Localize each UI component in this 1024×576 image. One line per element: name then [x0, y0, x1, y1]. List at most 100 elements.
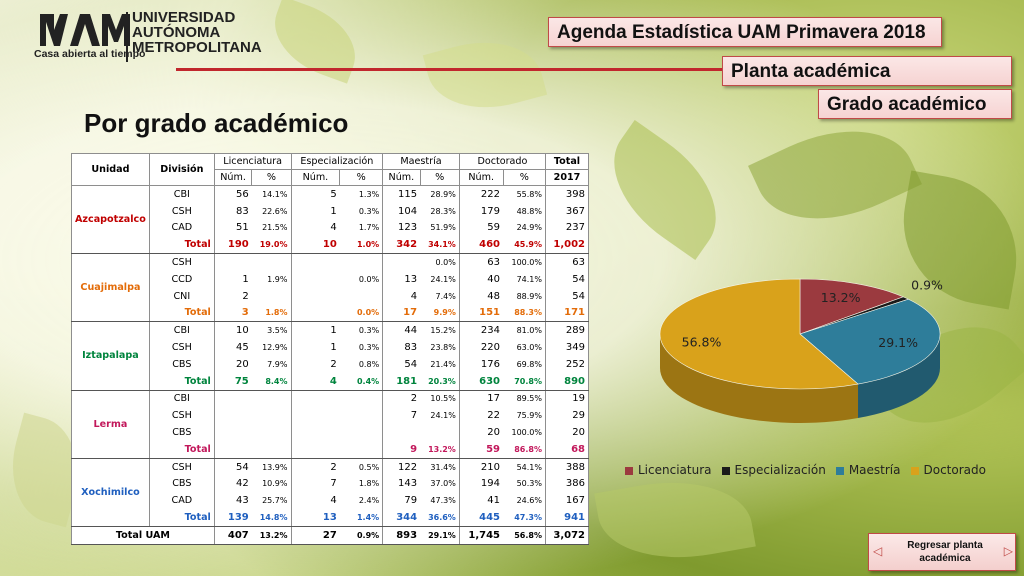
table-row: CSH 7 24.1% 22 75.9% 29 [72, 407, 589, 425]
lic-num-cell: 45 [213, 339, 252, 356]
mae-pct-cell: 29.1% [420, 525, 460, 545]
table-row: CBS 20 7.9% 2 0.8% 54 21.4% 176 69.8% 252 [72, 355, 589, 373]
doc-pct-cell: 74.1% [503, 270, 547, 288]
esp-num-cell [290, 424, 340, 441]
mae-num-cell: 7 [382, 407, 421, 425]
unidad-cell: Lerma [71, 389, 150, 459]
mae-pct-cell: 20.3% [420, 372, 460, 391]
doc-num-cell: 48 [458, 287, 504, 305]
lic-num-cell: 407 [213, 525, 252, 545]
mae-pct-cell: 24.1% [420, 407, 460, 425]
doc-pct-cell: 81.0% [503, 321, 547, 340]
doc-num-cell: 460 [458, 236, 504, 255]
university-name: UNIVERSIDAD AUTÓNOMA METROPOLITANA [132, 10, 262, 55]
doc-num-cell: 222 [458, 185, 504, 203]
grado-academico-pie-chart: 13.2% 0.9% 29.1% 56.8% [659, 277, 943, 423]
division-cell: CSH [148, 202, 215, 220]
regresar-planta-academica-button[interactable]: ◁ Regresar planta académica ▷ [868, 533, 1016, 571]
mae-pct-cell: 21.4% [420, 355, 460, 373]
lic-pct-cell: 1.9% [251, 270, 292, 288]
table-row: Cuajimalpa CSH 0.0% 63 100.0% 63 [71, 253, 589, 323]
mae-num-cell: 13 [382, 270, 421, 288]
esp-pct-cell: 1.3% [339, 185, 384, 203]
leaf-decoration [262, 0, 368, 84]
back-button-label: Regresar planta académica [907, 540, 983, 564]
grado-academico-tag[interactable]: Grado académico [818, 89, 1012, 119]
university-line-1: UNIVERSIDAD [132, 9, 236, 26]
lic-pct-cell [251, 424, 292, 441]
pie-slice-label: 13.2% [821, 290, 861, 305]
mae-num-cell: 104 [382, 202, 421, 220]
page-title: Por grado académico [84, 108, 349, 138]
doc-pct-cell: 75.9% [503, 407, 547, 425]
table-row: CAD 43 25.7% 4 2.4% 79 47.3% 41 24.6% 167 [72, 492, 589, 510]
header-num: Núm. [290, 169, 341, 186]
lic-num-cell [213, 424, 252, 441]
lic-num-cell: 43 [213, 492, 252, 510]
lic-pct-cell: 1.8% [251, 304, 292, 323]
mae-num-cell: 2 [382, 390, 421, 408]
table-row: CSH 45 12.9% 1 0.3% 83 23.8% 220 63.0% 349 [72, 339, 589, 356]
lic-num-cell: 10 [213, 321, 252, 340]
planta-academica-tag[interactable]: Planta académica [722, 56, 1012, 86]
mae-pct-cell [420, 424, 460, 441]
total-cell: 3,072 [545, 525, 589, 545]
mae-num-cell [382, 253, 421, 271]
pie-slice [799, 278, 905, 335]
esp-pct-cell [339, 424, 384, 441]
legend-swatch [625, 466, 633, 475]
mae-pct-cell: 15.2% [420, 321, 460, 340]
total-cell: 54 [545, 270, 589, 288]
division-cell: CAD [148, 219, 215, 237]
mae-pct-cell: 10.5% [420, 390, 460, 408]
total-cell: 167 [545, 492, 589, 510]
header-num: Núm. [382, 169, 421, 186]
mae-num-cell: 17 [382, 304, 421, 323]
table-row: CBS 42 10.9% 7 1.8% 143 37.0% 194 50.3% 386 [72, 475, 589, 493]
back-arrow-icon: ◁ [873, 544, 883, 558]
mae-num-cell: 44 [382, 321, 421, 340]
lic-num-cell: 139 [213, 509, 252, 527]
mae-pct-cell: 28.9% [420, 185, 460, 203]
division-cell: Total [148, 236, 215, 255]
doc-num-cell: 234 [458, 321, 504, 340]
grado-academico-table: Unidad División Licenciatura Especializa… [71, 153, 589, 545]
doc-pct-cell: 56.8% [503, 525, 547, 545]
unidad-cell: Azcapotzalco [71, 184, 150, 255]
lic-pct-cell: 19.0% [251, 236, 292, 255]
lic-num-cell: 1 [213, 270, 252, 288]
doc-num-cell: 210 [458, 458, 504, 476]
mae-pct-cell: 13.2% [420, 440, 460, 459]
doc-pct-cell: 88.9% [503, 287, 547, 305]
total-cell: 367 [545, 202, 589, 220]
division-cell: CAD [148, 492, 215, 510]
doc-num-cell: 445 [458, 509, 504, 527]
mae-pct-cell: 37.0% [420, 475, 460, 493]
doc-pct-cell: 70.8% [503, 372, 547, 391]
division-cell: CSH [148, 458, 215, 476]
esp-pct-cell: 0.3% [339, 339, 384, 356]
header-maestria: Maestría [382, 153, 460, 170]
esp-pct-cell [339, 253, 384, 271]
esp-num-cell [290, 270, 340, 288]
lic-num-cell: 2 [213, 287, 252, 305]
doc-pct-cell: 48.8% [503, 202, 547, 220]
lic-num-cell: 54 [213, 458, 252, 476]
header-total-year: 2017 [545, 169, 589, 186]
mae-pct-cell: 47.3% [420, 492, 460, 510]
mae-num-cell: 122 [382, 458, 421, 476]
doc-num-cell: 176 [458, 355, 504, 373]
lic-pct-cell: 14.1% [251, 185, 292, 203]
agenda-title-tag: Agenda Estadística UAM Primavera 2018 [548, 17, 942, 47]
total-cell: 1,002 [545, 236, 589, 255]
table-row: Lerma CBI 2 10.5% 17 89.5% 19 [71, 389, 589, 459]
lic-pct-cell [251, 407, 292, 425]
doc-num-cell: 40 [458, 270, 504, 288]
lic-pct-cell: 13.9% [251, 458, 292, 476]
pie-slice-side [660, 334, 859, 423]
legend-label: Doctorado [923, 463, 986, 477]
table-total-row: Total 75 8.4% 4 0.4% 181 20.3% 630 70.8% 890 [72, 372, 589, 391]
doc-num-cell: 59 [458, 440, 504, 459]
mae-num-cell: 115 [382, 185, 421, 203]
lic-num-cell: 190 [213, 236, 252, 255]
